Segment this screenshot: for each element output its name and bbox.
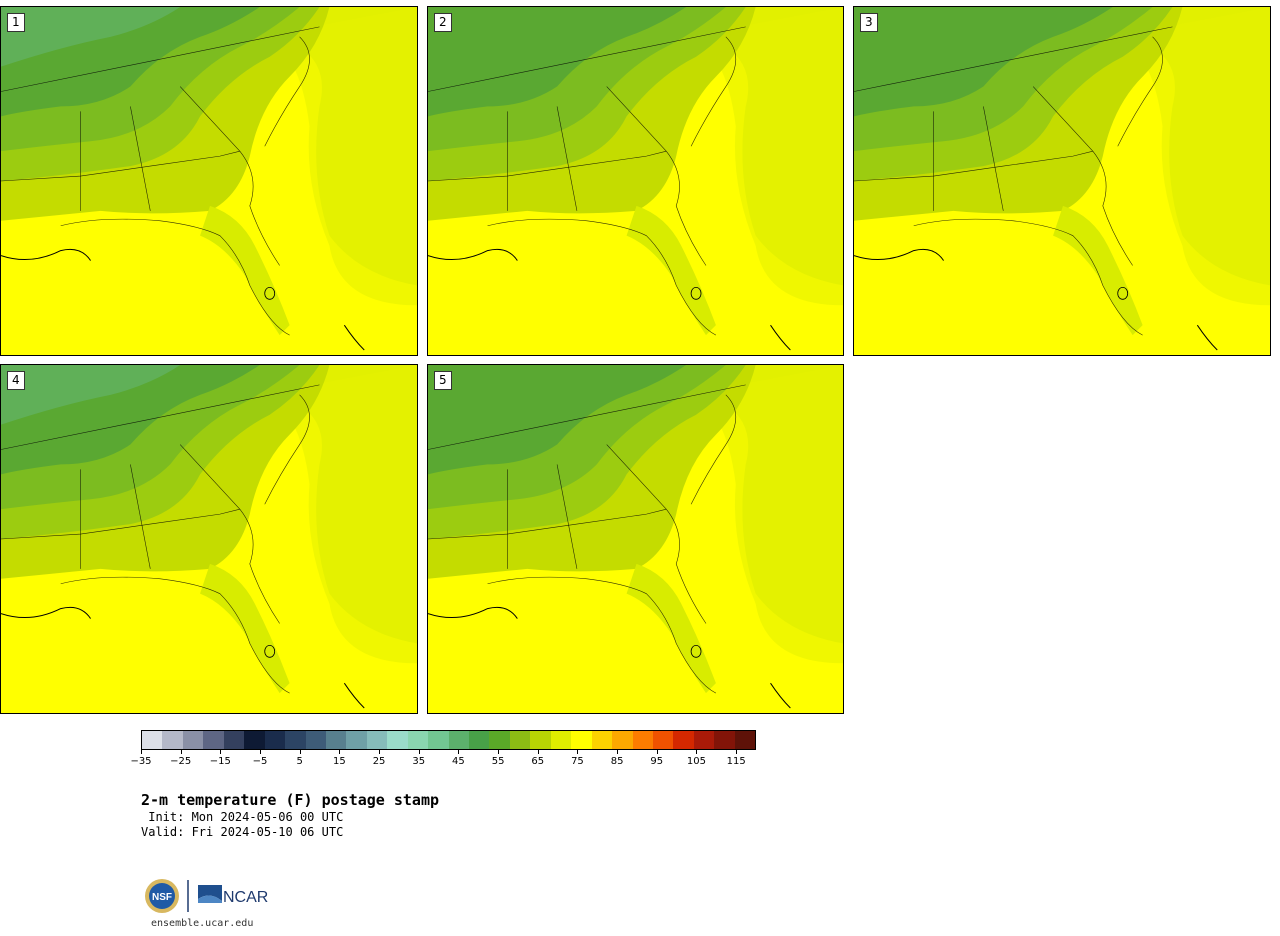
map-panel-5: 5 <box>427 364 844 714</box>
colorbar-swatch <box>673 731 694 749</box>
ncar-logo: NCAR <box>198 885 268 906</box>
colorbar-swatch <box>530 731 551 749</box>
logos: NSF NCAR <box>144 877 274 917</box>
svg-text:NSF: NSF <box>152 892 172 903</box>
colorbar-tick <box>736 750 738 754</box>
colorbar-tick <box>379 750 381 754</box>
colorbar-swatch <box>571 731 592 749</box>
colorbar-tick <box>299 750 301 754</box>
colorbar-swatch <box>652 731 674 749</box>
colorbar-tick-label: 95 <box>650 756 664 767</box>
colorbar-swatch <box>693 731 715 749</box>
map-panel-1: 1 <box>0 6 418 356</box>
valid-time: Valid: Fri 2024-05-10 06 UTC <box>141 825 344 839</box>
colorbar-tick <box>141 750 142 754</box>
map-image <box>1 7 417 355</box>
colorbar-tick <box>220 750 222 754</box>
colorbar-tick-label: 75 <box>571 756 584 767</box>
colorbar-tick-label: 35 <box>412 756 426 767</box>
init-time: Init: Mon 2024-05-06 00 UTC <box>141 810 344 824</box>
colorbar-swatch <box>285 731 306 749</box>
colorbar-tick-label: −5 <box>252 756 268 767</box>
colorbar-tick <box>696 750 698 754</box>
colorbar-swatch <box>142 731 163 749</box>
colorbar-tick-label: 15 <box>333 756 346 767</box>
map-image <box>854 7 1270 355</box>
colorbar-tick <box>260 750 262 754</box>
colorbar-swatch <box>223 731 245 749</box>
colorbar-tick-label: 85 <box>610 756 624 767</box>
map-image <box>428 7 843 355</box>
colorbar-tick <box>498 750 500 754</box>
colorbar-swatch <box>162 731 183 749</box>
map-image <box>428 365 843 713</box>
colorbar-swatch <box>509 731 531 749</box>
map-panel-4: 4 <box>0 364 418 714</box>
colorbar-swatch <box>407 731 429 749</box>
colorbar-tick-label: −35 <box>130 756 152 767</box>
colorbar-swatch <box>305 731 326 749</box>
panel-label: 4 <box>7 371 25 390</box>
colorbar-swatch <box>448 731 469 749</box>
colorbar-ticks: −35 −25 −15 −5 5 15 25 35 45 55 65 75 85 95 105 115 <box>130 750 756 770</box>
panel-label: 3 <box>860 13 878 32</box>
colorbar-swatch <box>203 731 224 749</box>
colorbar-swatch <box>550 731 572 749</box>
colorbar-tick <box>339 750 341 754</box>
colorbar-tick-label: 45 <box>452 756 465 767</box>
colorbar-tick <box>577 750 579 754</box>
map-panel-2: 2 <box>427 6 844 356</box>
map-image <box>1 365 417 713</box>
colorbar-tick <box>180 750 182 754</box>
colorbar-swatch <box>632 731 653 749</box>
colorbar-swatch <box>714 731 735 749</box>
colorbar-swatch <box>591 731 613 749</box>
colorbar-swatch <box>734 731 756 749</box>
colorbar-tick-label: 25 <box>372 756 386 767</box>
colorbar-swatch <box>325 731 347 749</box>
colorbar-swatch <box>366 731 388 749</box>
colorbar-swatch <box>244 731 265 749</box>
colorbar-tick-label: −15 <box>209 756 231 767</box>
colorbar-swatch <box>387 731 408 749</box>
colorbar-tick-label: 55 <box>491 756 505 767</box>
colorbar-tick-label: 105 <box>686 756 707 767</box>
nsf-logo: NSF <box>145 879 179 913</box>
panel-label: 1 <box>7 13 25 32</box>
website-url: ensemble.ucar.edu <box>151 918 254 929</box>
colorbar-tick <box>418 750 420 754</box>
colorbar-tick <box>458 750 460 754</box>
colorbar-tick-label: 65 <box>531 756 545 767</box>
colorbar-tick <box>617 750 619 754</box>
colorbar-tick-label: 5 <box>296 756 303 767</box>
colorbar-tick-label: 115 <box>726 756 746 767</box>
svg-text:NCAR: NCAR <box>223 889 268 906</box>
colorbar-swatch <box>264 731 286 749</box>
panel-label: 5 <box>434 371 452 390</box>
panel-label: 2 <box>434 13 452 32</box>
colorbar-swatch <box>428 731 449 749</box>
chart-title: 2-m temperature (F) postage stamp <box>141 791 440 809</box>
colorbar-tick <box>656 750 658 754</box>
colorbar-swatch <box>346 731 367 749</box>
colorbar-swatch <box>489 731 510 749</box>
colorbar-swatch <box>182 731 204 749</box>
colorbar-swatch <box>469 731 490 749</box>
colorbar-swatch <box>612 731 633 749</box>
map-panel-3: 3 <box>853 6 1271 356</box>
colorbar-tick <box>537 750 539 754</box>
colorbar-tick-label: −25 <box>170 756 192 767</box>
colorbar <box>141 730 756 750</box>
